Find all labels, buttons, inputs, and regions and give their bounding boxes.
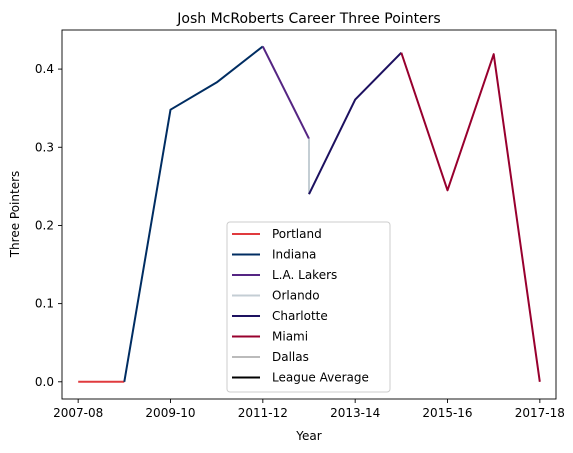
legend-box <box>226 221 391 393</box>
legend-label: Orlando <box>272 289 320 303</box>
x-tick-label: 2015-16 <box>422 406 472 420</box>
legend-label: Indiana <box>272 248 316 262</box>
series-line-l-a-lakers <box>261 45 310 140</box>
y-tick-label: 0.2 <box>35 218 54 232</box>
y-axis-ticks: 0.0 0.1 0.2 0.3 0.4 <box>35 62 62 389</box>
x-axis-ticks: 2007-08 2009-10 2011-12 2013-14 2015-16 2017-… <box>53 399 565 420</box>
plot-frame <box>61 29 557 400</box>
y-tick-label: 0.3 <box>35 140 54 154</box>
x-axis-label: Year <box>295 429 321 443</box>
series-lines <box>78 45 541 383</box>
chart-title: Josh McRoberts Career Three Pointers <box>176 11 440 27</box>
series-line-charlotte <box>308 51 403 195</box>
x-tick-label: 2017-18 <box>515 406 565 420</box>
series-line-indiana <box>123 45 264 382</box>
x-tick-label: 2009-10 <box>145 406 195 420</box>
series-line-miami <box>400 52 541 382</box>
legend-label: Charlotte <box>272 309 328 323</box>
legend-label: League Average <box>272 371 369 385</box>
x-tick-label: 2013-14 <box>330 406 380 420</box>
legend-label: Portland <box>272 227 322 241</box>
x-tick-label: 2007-08 <box>53 406 103 420</box>
y-tick-label: 0.4 <box>35 62 54 76</box>
legend: Portland Indiana L.A. Lakers Orlando Charlot… <box>226 221 391 393</box>
legend-label: L.A. Lakers <box>272 268 337 282</box>
y-tick-label: 0.0 <box>35 375 54 389</box>
x-tick-label: 2011-12 <box>238 406 288 420</box>
legend-label: Dallas <box>272 350 309 364</box>
y-tick-label: 0.1 <box>35 297 54 311</box>
legend-label: Miami <box>272 330 308 344</box>
y-axis-label: Three Pointers <box>8 171 22 259</box>
